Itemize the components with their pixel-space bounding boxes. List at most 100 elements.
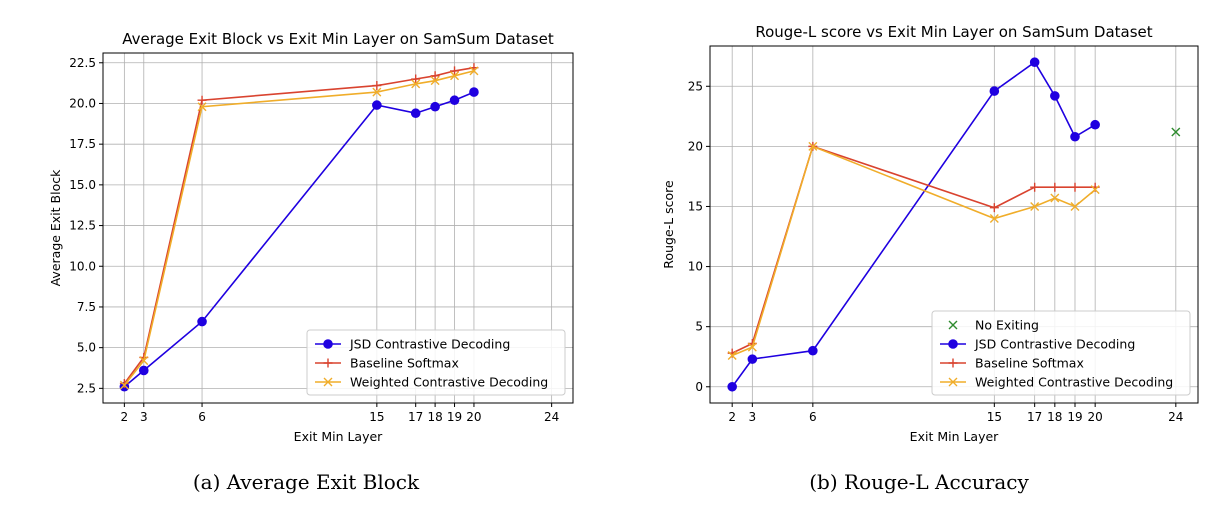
y-tick-label-1: 5.0 (77, 341, 96, 355)
series-jsd-contrastive-decoding (727, 57, 1100, 392)
legend-label-weighted-contrastive-decoding: Weighted Contrastive Decoding (350, 375, 548, 390)
weighted-contrastive-decoding-point-2 (808, 141, 818, 151)
x-axis-label: Exit Min Layer (294, 429, 384, 444)
legend-label-weighted-contrastive-decoding: Weighted Contrastive Decoding (975, 375, 1173, 390)
baseline-softmax-point-6 (450, 66, 460, 76)
jsd-contrastive-decoding-point-3 (989, 86, 1000, 96)
jsd-contrastive-decoding-point-6 (449, 95, 460, 106)
jsd-contrastive-decoding-point-4 (1029, 57, 1040, 68)
x-axis-label: Exit Min Layer (910, 429, 1000, 444)
x-tick-label-18: 18 (427, 410, 442, 424)
x-tick-label-24: 24 (544, 410, 559, 424)
legend-label-jsd-contrastive-decoding: JSD Contrastive Decoding (974, 337, 1135, 352)
x-tick-label-2: 2 (121, 410, 129, 424)
x-tick-label-20: 20 (466, 410, 481, 424)
legend-weighted-contrastive-decoding-point-0 (323, 377, 333, 387)
legend-entry-weighted-contrastive-decoding: Weighted Contrastive Decoding (315, 375, 548, 390)
chart-title: Average Exit Block vs Exit Min Layer on … (122, 30, 554, 48)
baseline-softmax-point-0 (119, 378, 129, 388)
legend-jsd-contrastive-decoding-point-0 (948, 339, 958, 349)
weighted-contrastive-decoding-point-1 (747, 342, 757, 352)
jsd-contrastive-decoding-point-6 (1070, 131, 1080, 142)
series-line-weighted-contrastive-decoding (731, 145, 1096, 357)
baseline-softmax-point-5 (430, 71, 440, 81)
panel-average-exit-block: Average Exit Block vs Exit Min Layer on … (0, 0, 612, 516)
jsd-contrastive-decoding-point-1 (138, 365, 149, 376)
weighted-contrastive-decoding-point-5 (430, 76, 440, 86)
weighted-contrastive-decoding-point-6 (450, 71, 460, 81)
legend-box (931, 310, 1191, 396)
legend: No Exiting JSD Contrastive Decoding Baseli… (931, 310, 1191, 396)
legend-entry-no-exiting: No Exiting (948, 318, 1039, 333)
y-tick-label-5: 25 (688, 79, 703, 93)
legend-entry-jsd-contrastive-decoding: JSD Contrastive Decoding (940, 337, 1135, 352)
x-tick-label-15: 15 (369, 410, 384, 424)
legend-label-jsd-contrastive-decoding: JSD Contrastive Decoding (349, 337, 510, 352)
baseline-softmax-point-2 (197, 95, 207, 105)
y-tick-label-2: 10 (688, 260, 703, 274)
weighted-contrastive-decoding-point-7 (469, 66, 479, 76)
no-exiting-point-0 (1171, 127, 1181, 137)
panel-rouge-l: Rouge-L score vs Exit Min Layer on SamSu… (613, 0, 1225, 516)
x-tick-label-6: 6 (809, 410, 817, 424)
weighted-contrastive-decoding-point-3 (989, 213, 999, 223)
x-tick-label-24: 24 (1168, 410, 1183, 424)
weighted-contrastive-decoding-point-7 (1090, 185, 1100, 195)
weighted-contrastive-decoding-point-0 (119, 380, 129, 390)
y-tick-label-1: 5 (695, 320, 703, 334)
legend-weighted-contrastive-decoding-point-0 (948, 377, 958, 387)
y-tick-label-3: 10.0 (69, 259, 96, 273)
y-tick-label-0: 2.5 (77, 381, 96, 395)
y-tick-label-4: 20 (688, 139, 703, 153)
x-tick-label-2: 2 (728, 410, 736, 424)
series-no-exiting (1171, 127, 1181, 137)
legend-label-no-exiting: No Exiting (975, 318, 1039, 333)
baseline-softmax-point-4 (1030, 182, 1040, 192)
legend-entry-weighted-contrastive-decoding: Weighted Contrastive Decoding (940, 375, 1173, 390)
x-tick-label-15: 15 (987, 410, 1002, 424)
chart-rouge-l: Rouge-L score vs Exit Min Layer on SamSu… (661, 23, 1199, 444)
y-tick-label-7: 20.0 (69, 96, 96, 110)
weighted-contrastive-decoding-point-4 (411, 79, 421, 89)
jsd-contrastive-decoding-point-3 (372, 100, 382, 110)
series-weighted-contrastive-decoding (727, 141, 1100, 361)
x-tick-label-3: 3 (749, 410, 757, 424)
jsd-contrastive-decoding-point-7 (1090, 119, 1100, 130)
jsd-contrastive-decoding-point-0 (727, 381, 737, 392)
plot-frame (102, 52, 574, 404)
y-tick-label-0: 0 (695, 380, 703, 394)
legend-baseline-softmax-point-0 (323, 358, 333, 368)
caption-a: (a) Average Exit Block (192, 470, 420, 494)
x-tick-label-6: 6 (198, 410, 206, 424)
x-tick-label-19: 19 (447, 410, 462, 424)
jsd-contrastive-decoding-point-2 (197, 316, 207, 327)
jsd-contrastive-decoding-point-5 (1050, 91, 1060, 101)
jsd-contrastive-decoding-point-4 (410, 108, 421, 119)
x-tick-label-17: 17 (408, 410, 423, 424)
jsd-contrastive-decoding-point-7 (469, 87, 479, 97)
jsd-contrastive-decoding-point-2 (808, 345, 818, 356)
caption-b: (b) Rouge-L Accuracy (809, 470, 1029, 494)
weighted-contrastive-decoding-point-5 (1050, 193, 1060, 203)
series-line-jsd-contrastive-decoding (731, 61, 1096, 388)
x-tick-label-19: 19 (1067, 410, 1082, 424)
y-tick-label-2: 7.5 (77, 300, 96, 314)
weighted-contrastive-decoding-point-2 (197, 102, 207, 112)
legend-entry-jsd-contrastive-decoding: JSD Contrastive Decoding (315, 337, 510, 352)
legend-label-baseline-softmax: Baseline Softmax (975, 356, 1084, 371)
baseline-softmax-point-3 (989, 203, 999, 213)
legend-jsd-contrastive-decoding-point-0 (323, 339, 333, 349)
weighted-contrastive-decoding-point-3 (372, 87, 382, 97)
y-axis-label: Average Exit Block (48, 169, 63, 287)
y-tick-label-6: 17.5 (69, 137, 96, 151)
chart-title: Rouge-L score vs Exit Min Layer on SamSu… (755, 23, 1152, 41)
jsd-contrastive-decoding-point-1 (747, 354, 758, 364)
legend: JSD Contrastive Decoding Baseline Softmax… (306, 329, 566, 396)
y-axis-label: Rouge-L score (661, 180, 676, 269)
legend-entry-baseline-softmax: Baseline Softmax (315, 356, 459, 371)
weighted-contrastive-decoding-point-6 (1070, 201, 1080, 211)
baseline-softmax-point-5 (1050, 182, 1060, 192)
baseline-softmax-point-3 (372, 81, 382, 91)
x-tick-label-18: 18 (1047, 410, 1062, 424)
series-weighted-contrastive-decoding (119, 66, 479, 390)
